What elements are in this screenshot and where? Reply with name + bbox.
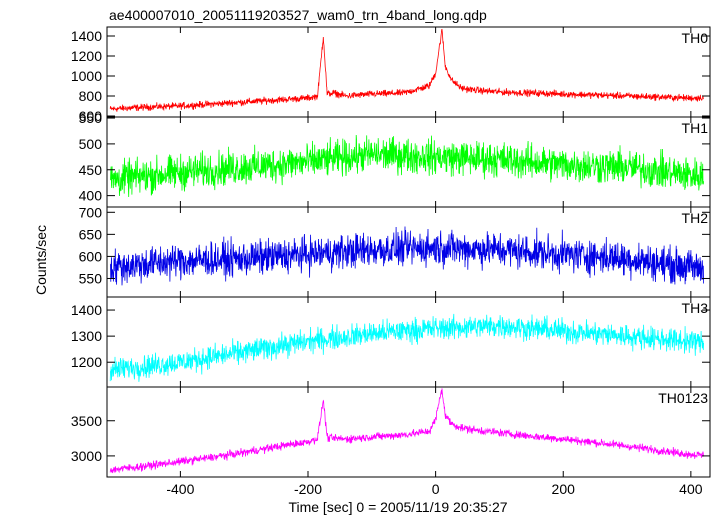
panel-th3: 1200 1300 1400 TH3 [71,296,711,388]
panel-label: TH0 [682,30,709,46]
y-tick-label: 800 [79,88,103,104]
x-tick-label: 400 [679,481,703,497]
y-tick-label: 600 [79,248,103,264]
y-tick-label: 550 [79,110,103,126]
x-tick-label: 0 [432,481,440,497]
series-line-th0123 [109,388,704,474]
panel-label: TH3 [682,300,709,316]
panel-label: TH2 [682,210,709,226]
panel-th0123: 3000 3500 TH0123 [71,386,711,478]
x-axis-label: Time [sec] 0 = 2005/11/19 20:35:27 [288,499,507,515]
y-tick-label: 3500 [71,413,102,429]
y-tick-label: 600 [79,108,103,124]
panel-label: TH0123 [658,390,708,406]
y-tick-label: 3000 [71,448,102,464]
series-line-th3 [109,313,704,382]
panel-label: TH1 [682,120,709,136]
panel-frame [106,296,711,388]
x-tick-label: -200 [294,481,322,497]
y-tick-label: 650 [79,226,103,242]
y-tick-label: 500 [79,136,103,152]
y-tick-label: 1300 [71,328,102,344]
y-tick-label: 1000 [71,68,102,84]
y-tick-label: 450 [79,162,103,178]
y-axis-label: Counts/sec [33,225,49,295]
x-tick-label: -400 [166,481,194,497]
y-tick-label: 1200 [71,48,102,64]
x-tick-labels: -400 -200 0 200 400 [166,481,702,497]
y-tick-label: 1200 [71,354,102,370]
panel-th1: 400 450 500 550 TH1 [79,110,711,208]
series-line-th1 [109,134,704,198]
y-tick-label: 1400 [71,28,102,44]
y-tick-label: 400 [79,188,103,204]
chart-title: ae400007010_20051119203527_wam0_trn_4ban… [109,7,487,23]
panel-frame [106,386,711,478]
panel-th2: 550 600 650 700 TH2 [79,204,711,298]
y-tick-label: 1400 [71,302,102,318]
series-line-th2 [109,226,704,286]
y-tick-label: 550 [79,270,103,286]
y-tick-label: 700 [79,204,103,220]
series-line-th0 [109,28,704,112]
x-tick-label: 200 [552,481,576,497]
panel-th0: 600 800 1000 1200 1400 TH0 [71,26,711,124]
